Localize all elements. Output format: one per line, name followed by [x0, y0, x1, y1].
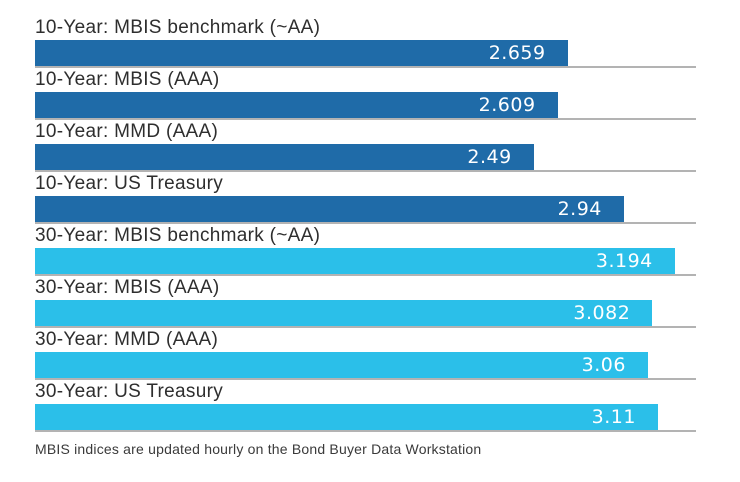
bar-value-label: 2.94 [557, 198, 602, 220]
chart-row: 10-Year: MBIS (AAA) 2.609 [35, 68, 696, 120]
bar-label: 10-Year: US Treasury [35, 173, 223, 194]
bar-track: 2.609 [35, 92, 696, 120]
bar-label: 10-Year: MBIS benchmark (~AA) [35, 17, 321, 38]
bar-label: 30-Year: US Treasury [35, 381, 223, 402]
bar-track: 3.11 [35, 404, 696, 432]
bar-track: 2.94 [35, 196, 696, 224]
bar-track: 3.06 [35, 352, 696, 380]
bar-value-label: 3.06 [581, 354, 626, 376]
bar-label: 30-Year: MMD (AAA) [35, 329, 219, 350]
bar: 3.11 [35, 404, 658, 430]
bar-value-label: 3.194 [595, 250, 653, 272]
bar-value-label: 2.659 [488, 42, 546, 64]
bar: 2.49 [35, 144, 534, 170]
bar: 3.194 [35, 248, 675, 274]
bar-track: 3.194 [35, 248, 696, 276]
bar-label: 30-Year: MBIS benchmark (~AA) [35, 225, 321, 246]
bar-value-label: 2.609 [478, 94, 536, 116]
bar-label: 30-Year: MBIS (AAA) [35, 277, 220, 298]
bar-label: 10-Year: MMD (AAA) [35, 121, 219, 142]
bar: 2.659 [35, 40, 568, 66]
bar-track: 3.082 [35, 300, 696, 328]
bar-track: 2.49 [35, 144, 696, 172]
chart-row: 30-Year: MBIS (AAA) 3.082 [35, 276, 696, 328]
chart-row: 30-Year: US Treasury 3.11 [35, 380, 696, 432]
chart-footnote: MBIS indices are updated hourly on the B… [35, 441, 482, 457]
chart-row: 10-Year: MMD (AAA) 2.49 [35, 120, 696, 172]
chart-row: 30-Year: MMD (AAA) 3.06 [35, 328, 696, 380]
bar: 3.082 [35, 300, 653, 326]
bar-value-label: 3.11 [591, 406, 636, 428]
bar-track: 2.659 [35, 40, 696, 68]
bar: 2.609 [35, 92, 558, 118]
chart-row: 10-Year: US Treasury 2.94 [35, 172, 696, 224]
bar: 3.06 [35, 352, 648, 378]
chart-row: 10-Year: MBIS benchmark (~AA) 2.659 [35, 16, 696, 68]
chart-rows: 10-Year: MBIS benchmark (~AA) 2.659 10-Y… [35, 16, 696, 432]
bar-value-label: 2.49 [467, 146, 512, 168]
chart-row: 30-Year: MBIS benchmark (~AA) 3.194 [35, 224, 696, 276]
bar: 2.94 [35, 196, 624, 222]
bar-label: 10-Year: MBIS (AAA) [35, 69, 220, 90]
bar-value-label: 3.082 [573, 302, 631, 324]
